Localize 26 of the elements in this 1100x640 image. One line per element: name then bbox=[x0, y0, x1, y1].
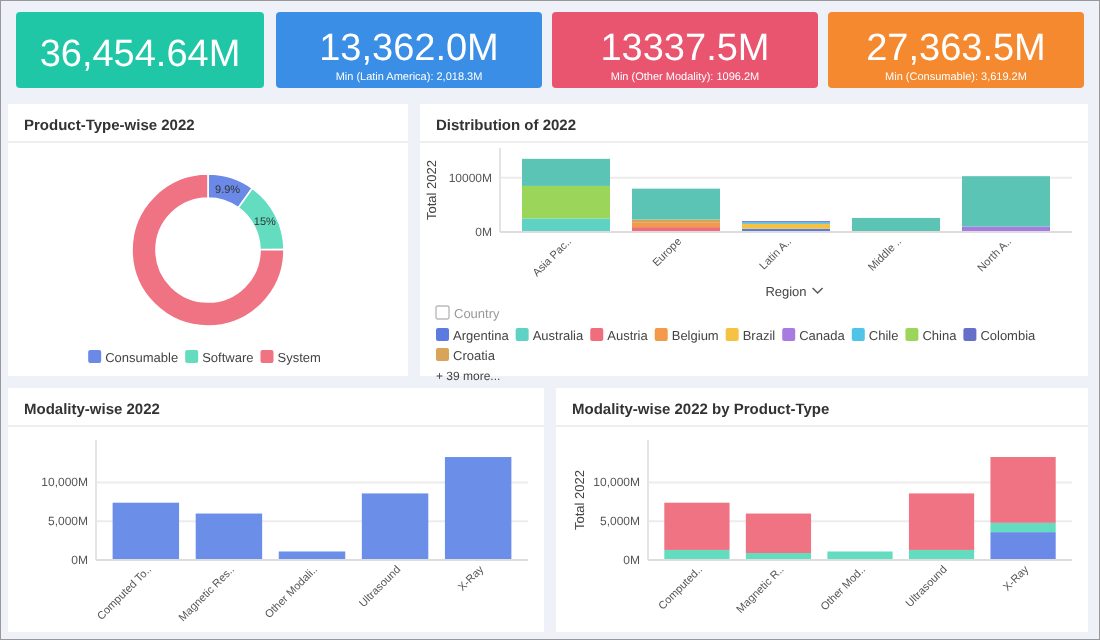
bar bbox=[632, 188, 720, 220]
bar bbox=[852, 217, 940, 232]
bar bbox=[664, 549, 730, 560]
text: 27,363.5M bbox=[866, 28, 1046, 70]
bar bbox=[962, 176, 1050, 227]
bar bbox=[522, 158, 610, 186]
bar bbox=[112, 502, 180, 560]
bar bbox=[908, 493, 975, 550]
text: 36,454.64M bbox=[39, 34, 241, 76]
bar bbox=[361, 493, 429, 560]
bar bbox=[742, 223, 830, 229]
bar bbox=[278, 551, 346, 560]
bar bbox=[444, 457, 512, 560]
text: 13,362.0M bbox=[319, 28, 499, 70]
bar bbox=[664, 502, 730, 550]
bar bbox=[990, 457, 1056, 523]
donut-slice bbox=[131, 173, 285, 327]
bar bbox=[195, 513, 263, 560]
bar bbox=[990, 522, 1056, 533]
bar bbox=[745, 513, 812, 554]
bar bbox=[522, 218, 610, 232]
text: 13337.5M bbox=[600, 28, 770, 70]
bar bbox=[522, 185, 610, 219]
bar bbox=[632, 222, 720, 228]
bar bbox=[827, 551, 893, 560]
bar bbox=[990, 532, 1056, 560]
